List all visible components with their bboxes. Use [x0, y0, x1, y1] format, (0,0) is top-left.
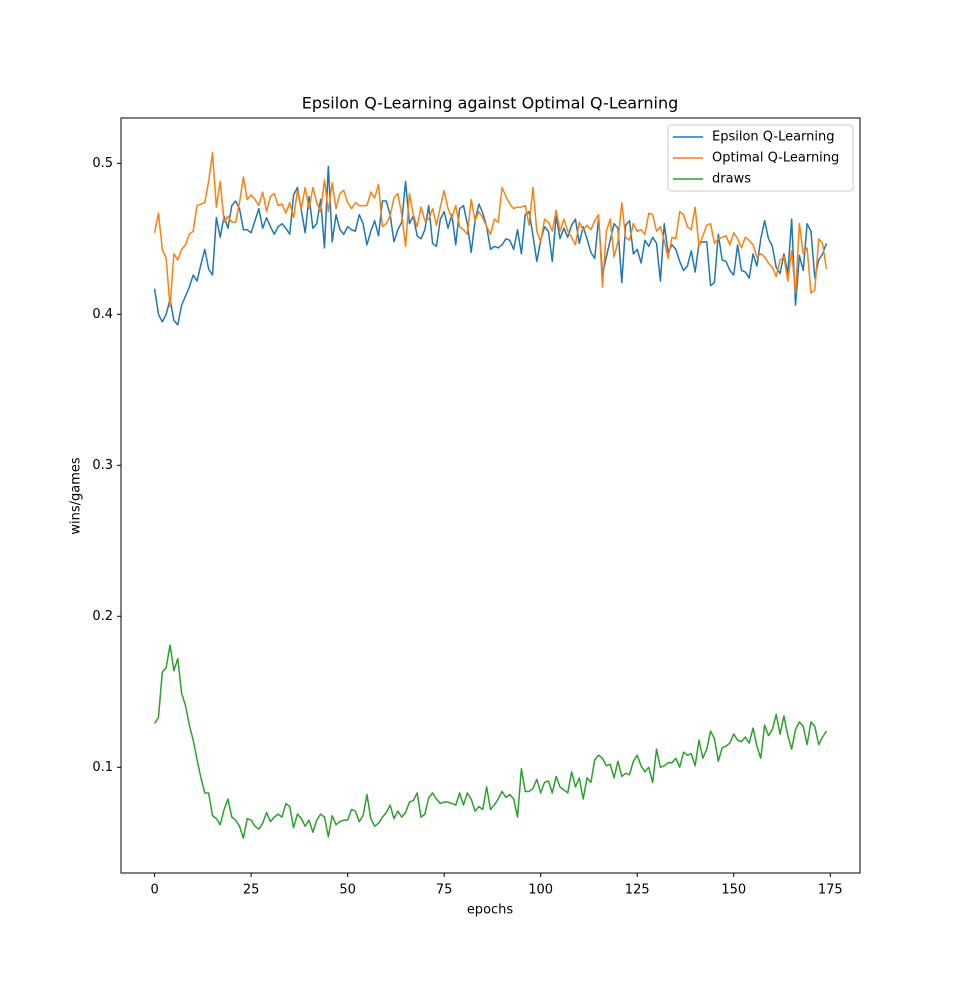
x-tick-label: 125: [625, 883, 650, 898]
legend-label: Optimal Q-Learning: [712, 151, 839, 166]
y-tick-label: 0.3: [92, 458, 113, 473]
y-tick-label: 0.1: [92, 760, 113, 775]
y-axis-label: wins/games: [69, 457, 84, 535]
legend-label: draws: [712, 172, 751, 187]
y-tick-label: 0.4: [92, 307, 113, 322]
legend-label: Epsilon Q-Learning: [712, 130, 835, 145]
x-tick-label: 25: [243, 883, 260, 898]
data-line: [153, 165, 828, 326]
x-tick-label: 50: [339, 883, 356, 898]
x-tick-label: 0: [150, 883, 158, 898]
x-tick-label: 100: [528, 883, 553, 898]
legend-box: [667, 124, 854, 192]
data-line: [153, 151, 828, 308]
x-axis-label: epochs: [467, 903, 514, 918]
x-tick-label: 75: [436, 883, 453, 898]
data-line: [153, 644, 828, 840]
x-tick-label: 175: [818, 883, 843, 898]
chart-title: Epsilon Q-Learning against Optimal Q-Lea…: [302, 94, 679, 113]
x-tick-label: 150: [721, 883, 746, 898]
plot-frame: [120, 117, 861, 874]
y-tick-label: 0.5: [92, 156, 113, 171]
y-tick-label: 0.2: [92, 609, 113, 624]
